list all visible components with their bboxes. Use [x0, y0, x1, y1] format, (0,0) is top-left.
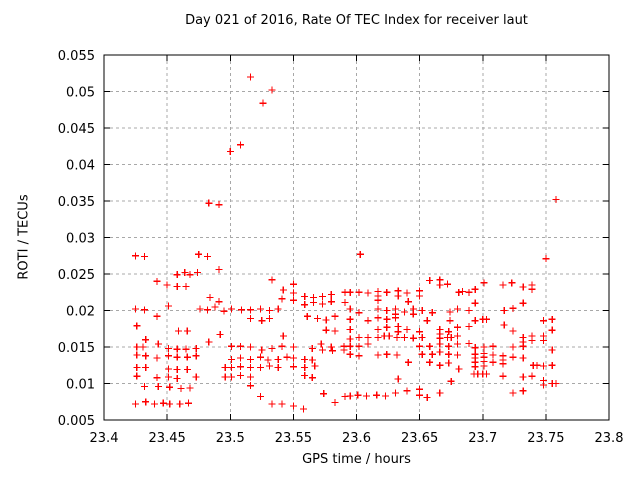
chart-title: Day 021 of 2016, Rate Of TEC Index for r…: [185, 13, 528, 28]
y-tick-label: 0.03: [66, 232, 95, 247]
y-tick-label: 0.035: [58, 195, 95, 210]
y-tick-label: 0.04: [66, 159, 95, 174]
x-tick-label: 23.7: [468, 431, 497, 446]
x-tick-label: 23.8: [595, 431, 624, 446]
y-tick-label: 0.02: [66, 305, 95, 320]
y-tick-label: 0.055: [58, 49, 95, 64]
x-tick-label: 23.45: [149, 431, 186, 446]
x-tick-label: 23.4: [90, 431, 119, 446]
y-tick-label: 0.05: [66, 86, 95, 101]
x-axis-label: GPS time / hours: [302, 452, 411, 467]
x-tick-label: 23.5: [216, 431, 245, 446]
x-tick-label: 23.55: [275, 431, 312, 446]
y-tick-label: 0.025: [58, 268, 95, 283]
y-tick-label: 0.015: [58, 341, 95, 356]
x-tick-label: 23.6: [342, 431, 371, 446]
x-tick-label: 23.65: [401, 431, 438, 446]
y-tick-label: 0.01: [66, 378, 95, 393]
y-tick-label: 0.005: [58, 414, 95, 429]
x-tick-label: 23.75: [527, 431, 564, 446]
y-tick-label: 0.045: [58, 122, 95, 137]
